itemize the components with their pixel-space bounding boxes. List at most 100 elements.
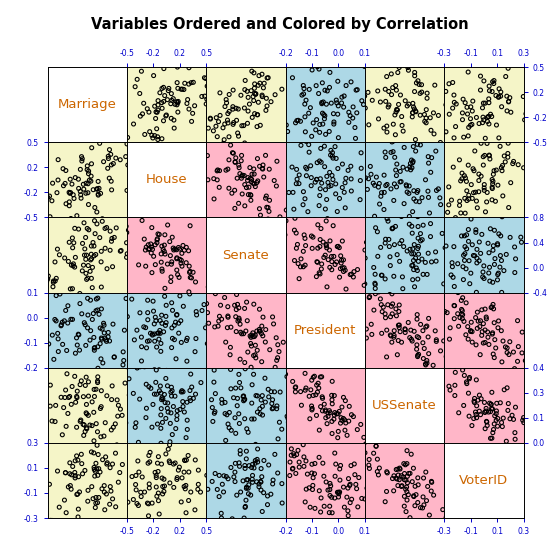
- Point: [267, 387, 276, 396]
- Point: [249, 332, 258, 341]
- Text: VoterID: VoterID: [459, 474, 508, 487]
- Point: [63, 319, 72, 328]
- Point: [310, 469, 319, 478]
- Point: [411, 147, 420, 156]
- Point: [230, 301, 239, 310]
- Point: [357, 144, 366, 153]
- Point: [123, 186, 132, 195]
- Point: [119, 403, 128, 412]
- Point: [122, 152, 130, 161]
- Point: [503, 384, 512, 393]
- Text: Senate: Senate: [222, 249, 269, 262]
- Point: [197, 92, 206, 101]
- Point: [255, 79, 264, 88]
- Point: [380, 188, 389, 197]
- Point: [160, 284, 169, 293]
- Point: [285, 217, 294, 226]
- Point: [255, 516, 264, 525]
- Point: [365, 414, 374, 423]
- Point: [157, 474, 166, 483]
- Point: [202, 74, 211, 83]
- Point: [395, 178, 404, 186]
- Point: [263, 500, 272, 509]
- Point: [127, 209, 136, 218]
- Point: [213, 132, 222, 141]
- Point: [87, 250, 96, 259]
- Point: [446, 284, 455, 293]
- Point: [270, 388, 279, 396]
- Point: [464, 225, 473, 234]
- Point: [223, 165, 232, 174]
- Point: [473, 292, 482, 301]
- Point: [130, 82, 139, 91]
- Point: [76, 416, 85, 424]
- Point: [491, 197, 500, 206]
- Point: [99, 319, 108, 328]
- Point: [381, 309, 390, 318]
- Point: [420, 344, 429, 353]
- Point: [122, 294, 130, 303]
- Point: [119, 212, 128, 221]
- Point: [450, 91, 459, 100]
- Point: [77, 376, 86, 385]
- Point: [469, 188, 478, 197]
- Point: [80, 421, 88, 430]
- Point: [374, 86, 382, 95]
- Point: [153, 132, 162, 141]
- Point: [300, 230, 309, 239]
- Point: [467, 59, 476, 68]
- Point: [296, 117, 305, 126]
- Point: [103, 458, 112, 467]
- Point: [201, 323, 210, 332]
- Point: [394, 336, 403, 345]
- Point: [251, 340, 260, 349]
- Point: [156, 347, 165, 356]
- Point: [234, 316, 242, 325]
- Point: [156, 316, 165, 325]
- Point: [206, 114, 215, 123]
- Point: [268, 312, 277, 321]
- Point: [317, 158, 326, 167]
- Point: [322, 240, 331, 249]
- Point: [349, 412, 358, 421]
- Point: [503, 64, 512, 73]
- Point: [325, 485, 334, 494]
- Point: [77, 459, 86, 468]
- Point: [167, 324, 176, 333]
- Point: [88, 494, 97, 503]
- Point: [208, 477, 217, 486]
- Point: [460, 371, 469, 380]
- Point: [339, 483, 348, 492]
- Point: [336, 419, 345, 428]
- Point: [226, 384, 235, 393]
- Point: [478, 118, 487, 127]
- Point: [80, 244, 89, 253]
- Point: [196, 488, 205, 497]
- Point: [116, 405, 125, 414]
- Point: [198, 375, 207, 384]
- Point: [83, 165, 92, 174]
- Point: [444, 354, 452, 363]
- Point: [163, 259, 172, 268]
- Point: [323, 86, 332, 95]
- Point: [243, 316, 252, 325]
- Point: [182, 360, 191, 368]
- Point: [290, 205, 298, 214]
- Point: [357, 191, 366, 200]
- Point: [454, 288, 463, 297]
- Point: [503, 60, 512, 69]
- Point: [359, 100, 368, 109]
- Point: [483, 113, 492, 122]
- Point: [487, 303, 496, 312]
- Point: [352, 484, 361, 493]
- Point: [381, 148, 390, 157]
- Point: [497, 256, 506, 265]
- Point: [251, 351, 260, 360]
- Point: [329, 221, 338, 230]
- Point: [346, 480, 354, 489]
- Point: [365, 120, 374, 129]
- Point: [109, 435, 118, 444]
- Point: [84, 169, 93, 178]
- Point: [113, 134, 122, 143]
- Point: [256, 478, 265, 487]
